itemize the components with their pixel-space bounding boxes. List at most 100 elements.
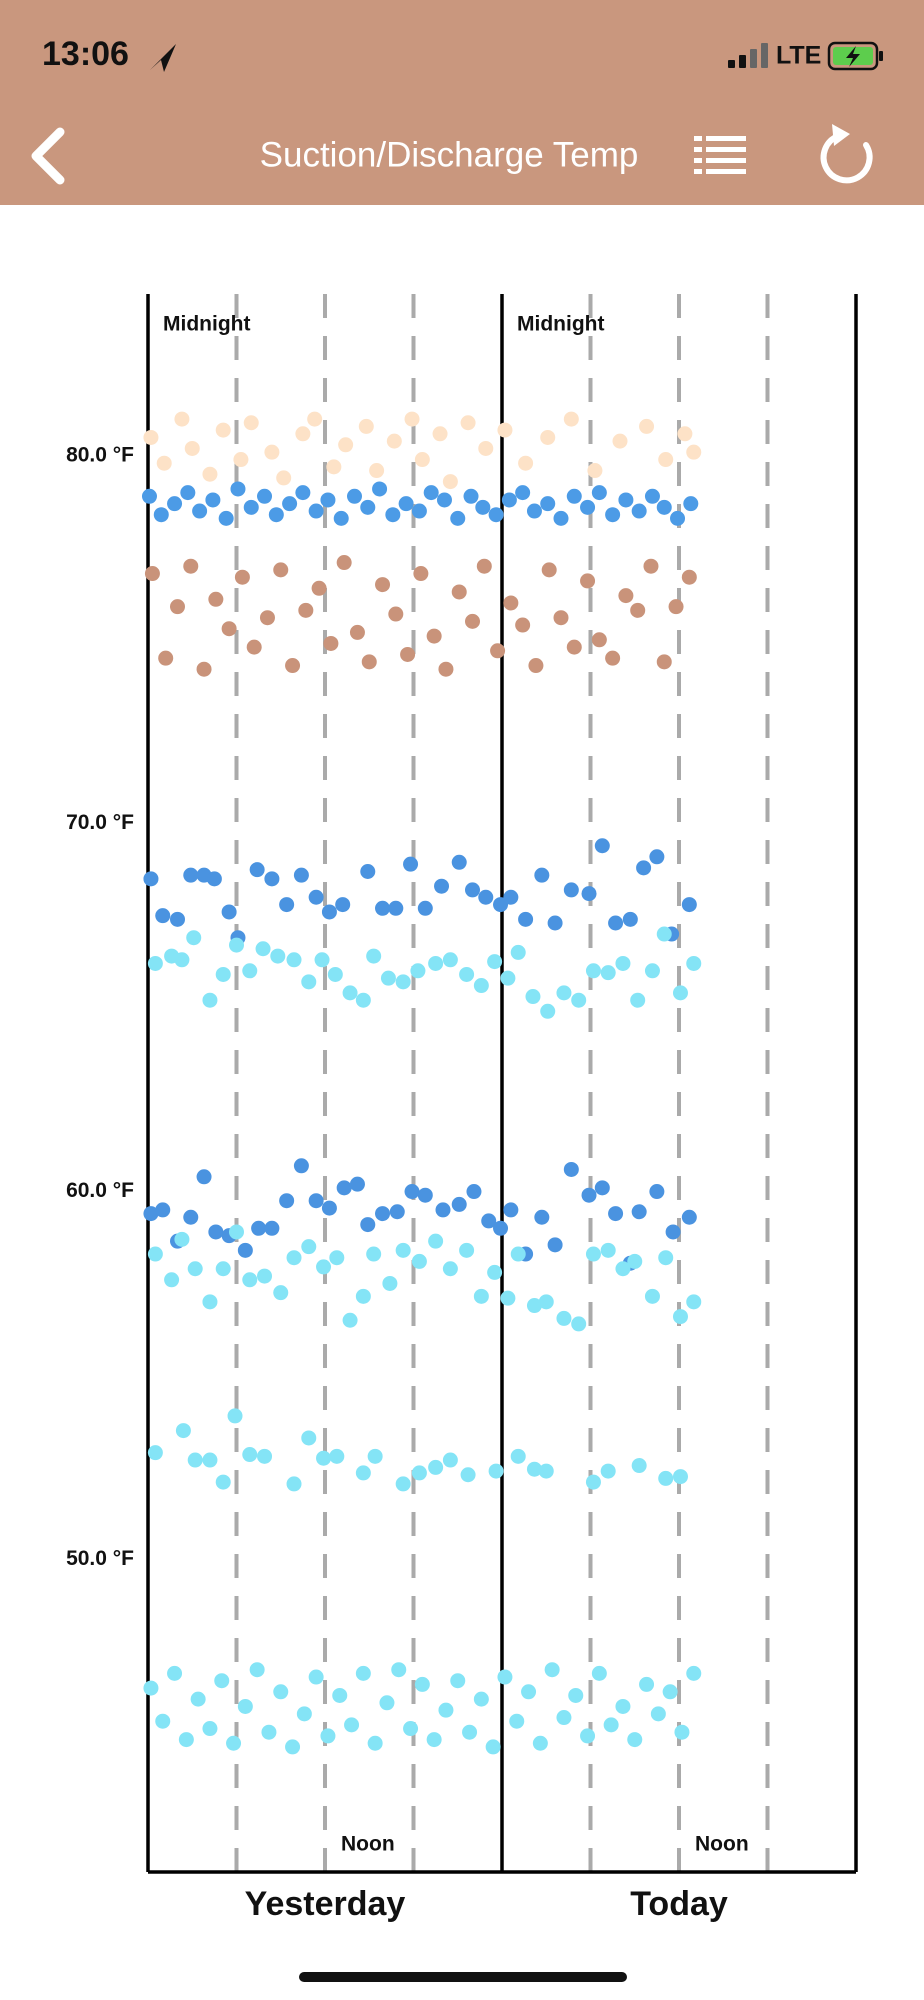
data-point: [644, 488, 660, 504]
data-point: [473, 1691, 489, 1707]
x-tick-label: Today: [630, 1885, 728, 1923]
data-point: [438, 661, 454, 677]
data-point: [167, 496, 183, 512]
list-button[interactable]: [694, 136, 746, 174]
data-point: [612, 433, 628, 449]
plot: Midnight Midnight Noon Noon Yesterday Today 50…: [66, 294, 858, 1923]
data-point: [608, 915, 624, 931]
data-point: [293, 1158, 309, 1174]
data-point: [342, 1312, 358, 1328]
y-tick-label: 70.0 °F: [66, 811, 134, 834]
data-point: [296, 1706, 312, 1722]
top-label: Midnight: [163, 313, 250, 336]
data-point: [202, 1294, 218, 1310]
back-button[interactable]: [31, 127, 65, 185]
data-point: [515, 617, 531, 633]
data-point: [372, 481, 388, 497]
data-point: [205, 492, 221, 508]
data-point: [518, 455, 534, 471]
data-point: [257, 488, 273, 504]
data-point: [526, 1461, 542, 1477]
data-point: [187, 1261, 203, 1277]
data-point: [670, 510, 686, 526]
data-point: [475, 499, 491, 515]
data-point: [594, 1180, 610, 1196]
data-point: [175, 1423, 191, 1439]
data-point: [672, 1309, 688, 1325]
data-point: [580, 573, 596, 589]
data-point: [525, 989, 541, 1005]
data-point: [656, 499, 672, 515]
data-point: [233, 452, 249, 468]
data-point: [605, 650, 621, 666]
data-point: [411, 1465, 427, 1481]
data-point: [249, 1662, 265, 1678]
data-point: [227, 1408, 243, 1424]
data-point: [358, 418, 374, 434]
data-point: [282, 496, 298, 512]
signal-icon: [728, 43, 768, 68]
data-point: [404, 1184, 420, 1200]
data-point: [571, 1316, 587, 1332]
data-point: [600, 1242, 616, 1258]
battery-icon: [827, 41, 879, 71]
data-point: [183, 867, 199, 883]
data-point: [662, 1684, 678, 1700]
data-point: [526, 503, 542, 519]
data-point: [285, 658, 301, 674]
data-point: [501, 492, 517, 508]
refresh-button[interactable]: [820, 124, 873, 184]
data-point: [314, 952, 330, 968]
data-point: [308, 889, 324, 905]
data-point: [367, 1735, 383, 1751]
data-point: [184, 440, 200, 456]
data-point: [462, 1724, 478, 1740]
data-point: [459, 966, 475, 982]
data-point: [503, 1202, 519, 1218]
data-point: [301, 1430, 317, 1446]
data-point: [335, 897, 351, 913]
data-point: [143, 871, 159, 887]
data-point: [320, 1728, 336, 1744]
data-point: [311, 580, 327, 596]
data-point: [603, 1717, 619, 1733]
data-point: [143, 429, 159, 445]
data-point: [273, 1684, 289, 1700]
data-point: [631, 503, 647, 519]
data-point: [366, 1246, 382, 1262]
data-point: [608, 1206, 624, 1222]
data-point: [426, 1732, 442, 1748]
data-point: [261, 1724, 277, 1740]
data-point: [465, 882, 480, 898]
data-point: [237, 1242, 253, 1258]
data-point: [403, 856, 419, 872]
data-point: [490, 643, 506, 659]
data-point: [286, 1476, 302, 1492]
data-point: [518, 911, 534, 927]
data-point: [600, 965, 616, 981]
data-point: [221, 904, 237, 920]
data-point: [411, 1253, 427, 1269]
data-point: [630, 602, 646, 618]
data-point: [442, 1261, 458, 1277]
data-point: [379, 1695, 395, 1711]
data-point: [367, 1448, 383, 1464]
data-point: [591, 485, 607, 501]
data-point: [153, 507, 169, 523]
data-point: [432, 426, 448, 442]
data-point: [668, 599, 684, 615]
data-point: [298, 602, 314, 618]
data-point: [459, 1242, 475, 1258]
data-point: [268, 507, 284, 523]
data-point: [423, 485, 439, 501]
data-point: [627, 1732, 643, 1748]
data-point: [242, 963, 258, 979]
data-point: [436, 492, 452, 508]
y-tick-label: 80.0 °F: [66, 443, 134, 466]
data-point: [487, 954, 503, 970]
data-point: [556, 1310, 572, 1326]
data-point: [183, 1209, 199, 1225]
data-point: [215, 966, 231, 982]
data-point: [500, 1290, 516, 1306]
